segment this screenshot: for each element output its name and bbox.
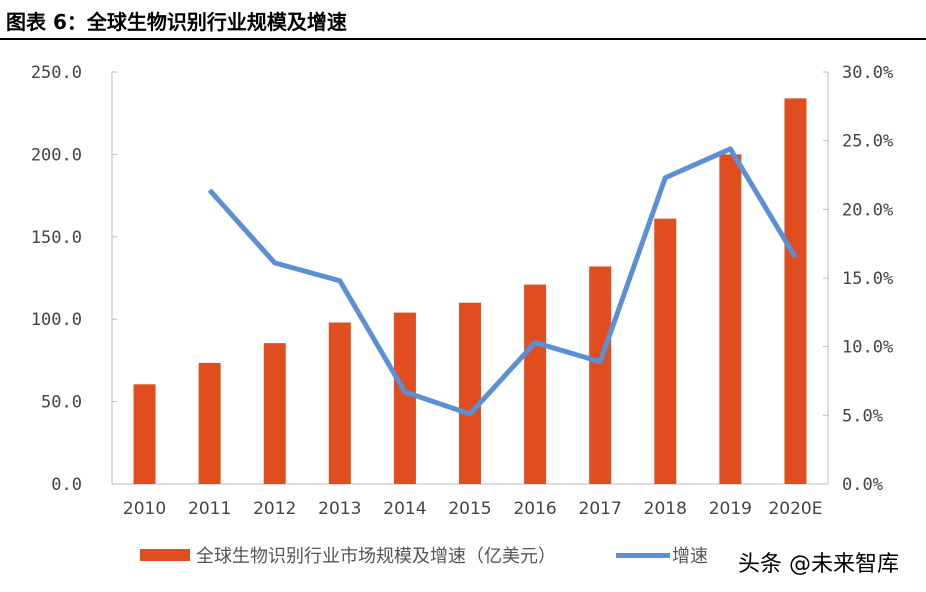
bar <box>524 284 547 484</box>
x-tick-label: 2019 <box>709 499 752 519</box>
right-tick-label: 20.0% <box>842 200 893 220</box>
legend-swatch-bar <box>140 549 190 561</box>
figure-title: 图表 6：全球生物识别行业规模及增速 <box>6 10 347 34</box>
x-tick-label: 2010 <box>123 499 166 519</box>
bar <box>393 312 416 484</box>
x-tick-label: 2016 <box>513 499 556 519</box>
bar <box>133 384 156 484</box>
right-tick-label: 30.0% <box>842 63 893 83</box>
bar <box>589 266 612 484</box>
bar <box>654 218 677 484</box>
x-tick-label: 2012 <box>253 499 296 519</box>
legend: 全球生物识别行业市场规模及增速（亿美元） 增速 <box>140 542 708 568</box>
legend-swatch-line <box>616 552 670 558</box>
left-tick-label: 100.0 <box>31 310 82 330</box>
right-tick-label: 5.0% <box>842 406 883 426</box>
left-tick-label: 150.0 <box>31 228 82 248</box>
bar <box>459 302 481 484</box>
legend-label-bar: 全球生物识别行业市场规模及增速（亿美元） <box>196 546 556 567</box>
right-tick-label: 0.0% <box>842 475 883 495</box>
x-tick-label: 2011 <box>188 499 231 519</box>
x-tick-label: 2020E <box>768 499 822 519</box>
legend-label-line: 增速 <box>672 546 708 567</box>
x-tick-label: 2013 <box>318 499 361 519</box>
watermark: 头条 @未来智库 <box>738 552 899 577</box>
bar <box>328 322 351 484</box>
bar <box>198 362 221 484</box>
left-tick-label: 50.0 <box>41 393 82 413</box>
growth-line <box>207 146 798 417</box>
right-tick-label: 10.0% <box>842 338 893 358</box>
x-tick-label: 2017 <box>579 499 622 519</box>
bar <box>784 98 807 485</box>
left-tick-label: 200.0 <box>31 145 82 165</box>
left-tick-label: 250.0 <box>31 63 82 83</box>
right-tick-label: 15.0% <box>842 269 893 289</box>
right-tick-label: 25.0% <box>842 132 893 152</box>
x-tick-label: 2014 <box>383 499 426 519</box>
title-rule <box>0 38 926 40</box>
x-tick-label: 2018 <box>644 499 687 519</box>
left-tick-label: 0.0 <box>51 475 82 495</box>
bar <box>719 154 742 484</box>
bar <box>263 343 286 484</box>
x-tick-label: 2015 <box>448 499 491 519</box>
